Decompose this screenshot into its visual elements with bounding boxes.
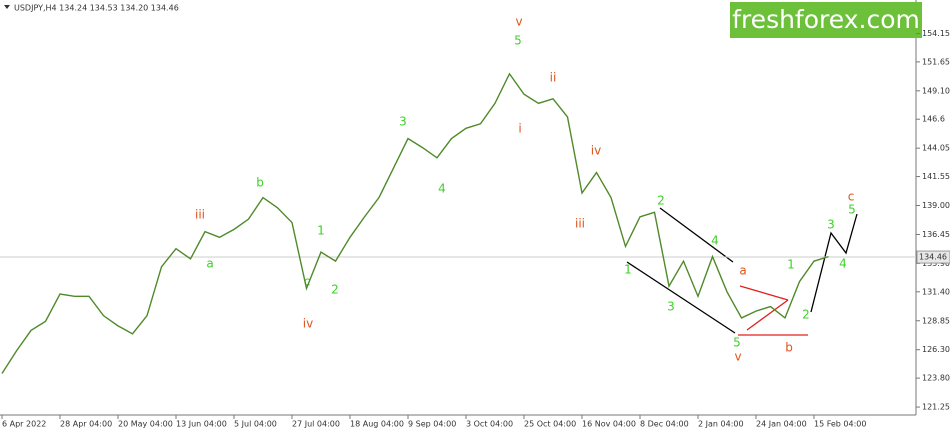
y-tick-label: 131.40 [922, 287, 950, 296]
x-tick-label: 24 Jan 04:00 [756, 420, 807, 429]
wave-label: i [518, 122, 521, 136]
x-tick-label: 6 Apr 2022 [2, 420, 46, 429]
x-tick-label: 8 Dec 04:00 [640, 420, 689, 429]
wave-label: 2 [657, 194, 665, 208]
wave-label: a [739, 264, 746, 278]
x-tick-label: 28 Apr 04:00 [60, 420, 112, 429]
wave-label: 1 [317, 224, 325, 238]
wave-label: iv [591, 144, 601, 158]
y-tick-label: 128.85 [922, 316, 950, 325]
y-tick-label: 136.45 [922, 230, 950, 239]
wave-label: 5 [848, 203, 856, 217]
y-tick-label: 141.55 [922, 172, 950, 181]
x-tick-label: 18 Aug 04:00 [350, 420, 404, 429]
x-tick-label: 25 Oct 04:00 [524, 420, 576, 429]
x-tick-label: 15 Feb 04:00 [814, 420, 866, 429]
wave-label: iv [303, 317, 313, 331]
last-price-box [916, 250, 950, 264]
x-tick-label: 3 Oct 04:00 [466, 420, 513, 429]
last-price-label: 134.46 [919, 253, 947, 262]
y-tick-label: 121.25 [922, 403, 950, 412]
symbol-info: USDJPY,H4 134.24 134.53 134.20 134.46 [14, 4, 179, 13]
logo-box [730, 2, 922, 38]
wave-label: c [848, 190, 855, 204]
wave-label: 5 [514, 34, 522, 48]
wave-label: 1 [624, 263, 632, 277]
wave-label: b [256, 176, 264, 190]
wave-label: a [206, 257, 213, 271]
y-tick-label: 149.10 [922, 86, 950, 95]
x-tick-label: 2 Jan 04:00 [698, 420, 744, 429]
wave-label: iii [575, 217, 585, 231]
y-tick-label: 139.00 [922, 201, 950, 210]
logo: freshforex.com [732, 5, 920, 34]
wave-label: 3 [667, 300, 675, 314]
wave-label: b [785, 341, 793, 355]
wave-label: 3 [399, 115, 407, 129]
x-tick-label: 9 Sep 04:00 [408, 420, 456, 429]
wave-label: 2 [331, 283, 339, 297]
wave-lines [626, 207, 858, 336]
x-tick-label: 20 May 04:00 [118, 420, 173, 429]
x-tick-label: 5 Jul 04:00 [234, 420, 277, 429]
x-tick-label: 27 Jul 04:00 [292, 420, 340, 429]
wave-label: ii [550, 71, 557, 85]
y-tick-label: 146.6 [922, 115, 945, 124]
wave-label: v [734, 350, 741, 364]
y-tick-label: 126.30 [922, 345, 950, 354]
wave-label: 2 [802, 308, 810, 322]
wave-label: 1 [787, 258, 795, 272]
wave-label: v [515, 15, 522, 29]
wave-label: 4 [839, 257, 847, 271]
wave-label: 4 [711, 234, 719, 248]
wave-label: c [304, 275, 311, 289]
y-tick-label: 144.05 [922, 144, 950, 153]
y-tick-label: 123.80 [922, 374, 950, 383]
x-tick-label: 13 Jun 04:00 [176, 420, 227, 429]
menu-icon [4, 5, 10, 9]
wave-label: iii [195, 208, 205, 222]
wave-label: 5 [733, 336, 741, 350]
x-tick-label: 16 Nov 04:00 [582, 420, 636, 429]
y-tick-label: 154.15 [922, 29, 950, 38]
y-tick-label: 151.65 [922, 57, 950, 66]
wave-label: 3 [827, 218, 835, 232]
wave-label: 4 [438, 182, 446, 196]
wave-labels: iii a b c iv 1 2 3 4 v 5 i ii iv iii 2 4… [195, 15, 856, 364]
price-line [1, 72, 829, 374]
